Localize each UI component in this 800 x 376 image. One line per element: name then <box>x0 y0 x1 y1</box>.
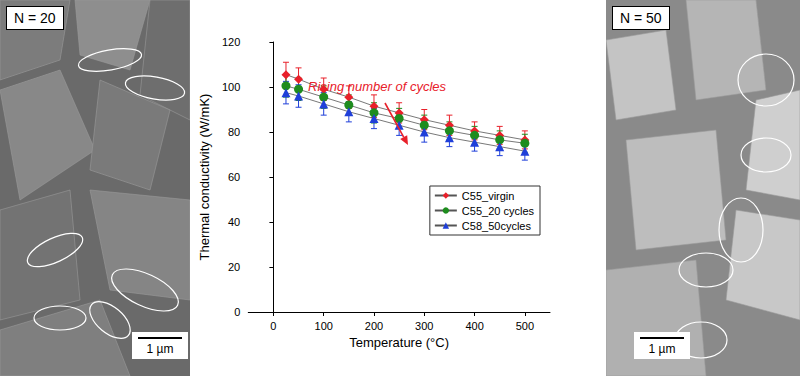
svg-text:80: 80 <box>228 126 240 138</box>
svg-text:C55_20 cycles: C55_20 cycles <box>462 205 535 217</box>
html-text:N = 50: N = 50 <box>620 10 662 26</box>
svg-text:C58_50cycles: C58_50cycles <box>462 220 532 232</box>
svg-text:200: 200 <box>365 320 383 332</box>
svg-text:0: 0 <box>270 320 276 332</box>
svg-text:100: 100 <box>315 320 333 332</box>
svg-text:120: 120 <box>222 36 240 48</box>
svg-text:400: 400 <box>465 320 483 332</box>
svg-text:500: 500 <box>516 320 534 332</box>
svg-text:0: 0 <box>234 306 240 318</box>
svg-text:Thermal conductivity (W/mK): Thermal conductivity (W/mK) <box>197 94 212 261</box>
html-text:1 µm: 1 µm <box>146 342 174 356</box>
svg-text:Rising number of cycles: Rising number of cycles <box>308 79 446 94</box>
html-text:1 µm: 1 µm <box>648 342 676 356</box>
html-text:N = 20: N = 20 <box>14 10 56 26</box>
svg-text:300: 300 <box>415 320 433 332</box>
svg-text:Temperature (°C): Temperature (°C) <box>349 335 449 350</box>
svg-text:C55_virgin: C55_virgin <box>462 190 515 202</box>
svg-text:20: 20 <box>228 261 240 273</box>
svg-text:60: 60 <box>228 171 240 183</box>
svg-text:40: 40 <box>228 216 240 228</box>
svg-text:100: 100 <box>222 81 240 93</box>
